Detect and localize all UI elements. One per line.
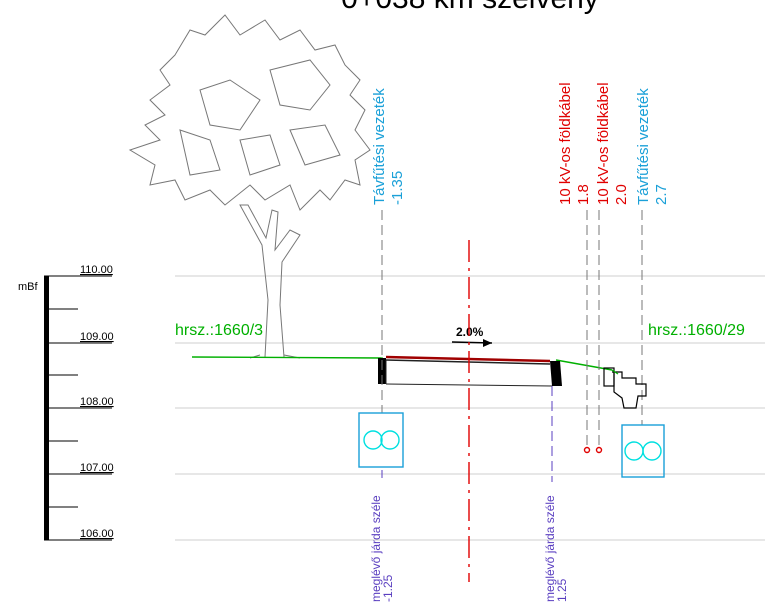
parcel-label-right: hrsz.:1660/29 [648, 322, 745, 339]
terrain-line [191, 356, 613, 371]
district-heating-left-name: Távfűtési vezeték [371, 88, 388, 205]
tree-canopy [128, 14, 371, 211]
tree-foliage-lobe [199, 79, 261, 131]
left-curb [378, 358, 386, 384]
section-title: 0+038 km szelvény [341, 0, 599, 15]
sidewalk-edge-right: meglévő járda széle 1.25 [543, 386, 569, 602]
right-curb [550, 361, 562, 386]
slope-label: 2.0% [456, 325, 484, 339]
pipe-icon [642, 441, 662, 461]
cable-1-value: 1.8 [575, 184, 592, 205]
elevation-scale: mBf 110.00 109.00 108.00 107.00 106.00 [18, 264, 114, 541]
scale-label-109: 109.00 [80, 331, 114, 343]
tree-foliage-lobe [289, 124, 341, 166]
road-surface [385, 355, 551, 363]
sidewalk-edge-left-value: -1.25 [381, 574, 395, 602]
retaining-structure [603, 367, 647, 409]
tree-foliage-lobe [179, 129, 221, 176]
pipe-icon [363, 430, 383, 450]
scale-label-106: 106.00 [80, 528, 114, 540]
slope-arrow-icon [451, 339, 493, 347]
scale-label-107: 107.00 [80, 462, 114, 474]
terrain-left [191, 356, 384, 359]
cable-2: 10 kV-os földkábel 2.0 [595, 82, 630, 454]
cable-1-name: 10 kV-os földkábel [557, 82, 574, 205]
tree-drawing [128, 14, 371, 359]
road-section [378, 355, 562, 387]
pipe-icon [624, 441, 644, 461]
sidewalk-edge-right-name: meglévő járda széle [543, 495, 557, 602]
tree-foliage-lobe [239, 134, 281, 176]
sidewalk-edge-left-name: meglévő járda széle [369, 495, 383, 602]
district-heating-left: Távfűtési vezeték -1.35 [358, 88, 406, 468]
tree-foliage-lobe [269, 59, 331, 111]
cable-1: 10 kV-os földkábel 1.8 [557, 82, 592, 454]
cable-icon [583, 446, 591, 454]
cable-2-value: 2.0 [613, 184, 630, 205]
cable-icon [595, 446, 603, 454]
district-heating-right-name: Távfűtési vezeték [635, 88, 652, 205]
district-heating-left-value: -1.35 [389, 171, 406, 205]
retaining-wall [612, 371, 647, 409]
district-heating-right-value: 2.7 [653, 184, 670, 205]
district-heating-right: Távfűtési vezeték 2.7 [621, 88, 670, 478]
road-layer [385, 359, 551, 365]
district-heating-box [621, 424, 665, 478]
cable-2-name: 10 kV-os földkábel [595, 82, 612, 205]
road-base [385, 383, 553, 387]
scale-unit-label: mBf [18, 281, 39, 293]
district-heating-box [358, 412, 404, 468]
scale-label-110: 110.00 [80, 264, 113, 276]
terrain-tie [611, 369, 619, 375]
pipe-icon [380, 430, 400, 450]
scale-label-108: 108.00 [80, 396, 114, 408]
sidewalk-edge-left: meglévő járda széle -1.25 [369, 470, 395, 602]
elevation-grid [175, 275, 765, 541]
tree-trunk [239, 204, 301, 358]
terrain-right [555, 359, 613, 371]
sidewalk-edge-right-value: 1.25 [555, 578, 569, 602]
parcel-label-left: hrsz.:1660/3 [175, 322, 263, 339]
